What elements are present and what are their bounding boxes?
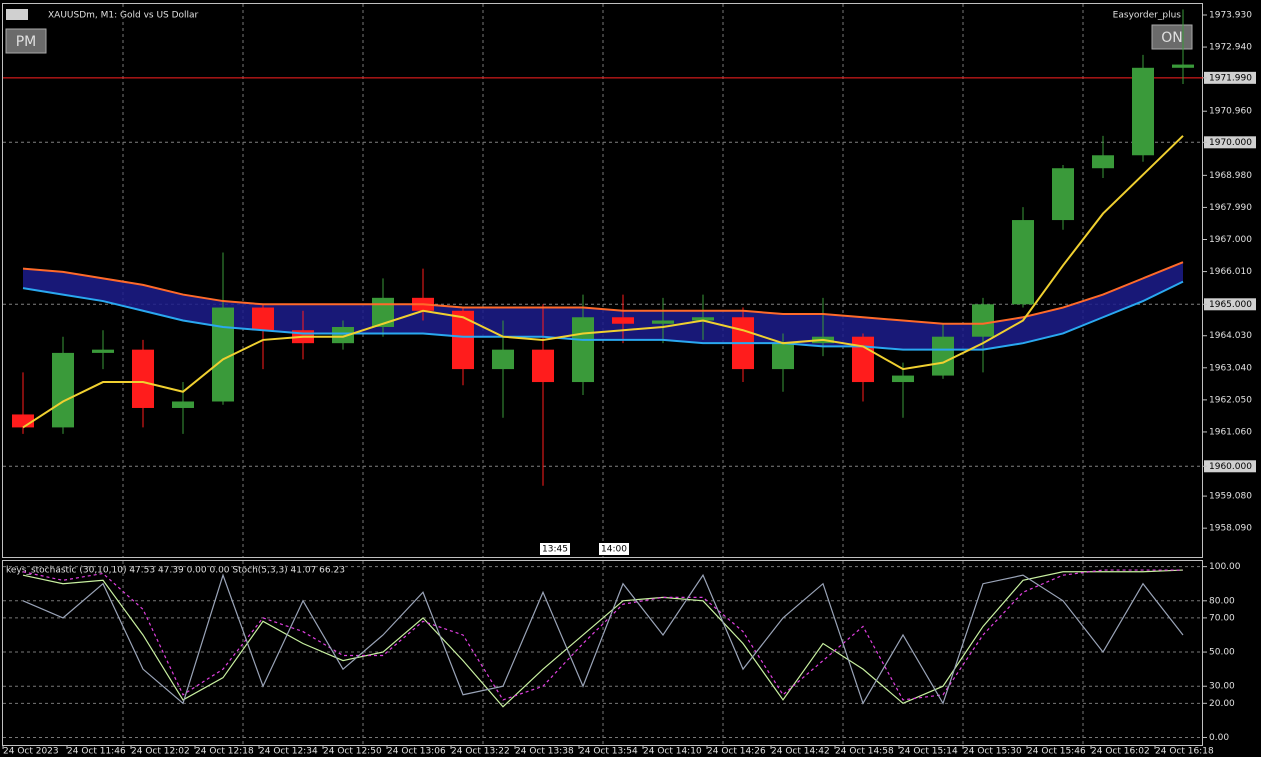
- on-button[interactable]: [1151, 24, 1193, 50]
- x-tick-label: 24 Oct 16:18: [1155, 747, 1214, 757]
- x-tick-label: 24 Oct 14:26: [707, 747, 766, 757]
- candle-body: [1012, 220, 1034, 305]
- y-tick-label: 1970.960: [1209, 107, 1252, 117]
- candle-body: [572, 317, 594, 383]
- x-tick-label: 24 Oct 12:50: [323, 747, 382, 757]
- x-tick-label: 24 Oct 13:06: [387, 747, 446, 757]
- sub-frame: [2, 560, 1203, 746]
- y-tick-label: 70.00: [1209, 613, 1235, 623]
- cursor-label: 13:45: [542, 545, 568, 555]
- y-tick-label: 1967.000: [1209, 235, 1252, 245]
- candle-body: [652, 320, 674, 324]
- candle-body: [1052, 168, 1074, 221]
- x-tick-label: 24 Oct 14:10: [643, 747, 702, 757]
- candle-body: [372, 297, 394, 327]
- x-tick-label: 24 Oct 14:42: [771, 747, 830, 757]
- candle-body: [692, 317, 714, 321]
- y-tick-label: 0.00: [1209, 733, 1229, 743]
- candle-body: [892, 375, 914, 383]
- level-label-box: [1204, 136, 1256, 149]
- y-tick-label: 1970.000: [1209, 138, 1252, 148]
- x-tick-label: 24 Oct 2023: [3, 747, 59, 757]
- candle-body: [1172, 64, 1194, 68]
- oscillator-line: [22, 573, 1184, 705]
- candle-body: [452, 310, 474, 370]
- candle-body: [612, 317, 634, 324]
- candle-body: [492, 349, 514, 370]
- band-area: [23, 262, 1183, 350]
- pm-button[interactable]: [5, 28, 47, 54]
- y-tick-label: 1960.000: [1209, 462, 1252, 472]
- y-tick-label: 50.00: [1209, 648, 1235, 658]
- chart-title: XAUUSDm, M1: Gold vs US Dollar: [48, 11, 199, 21]
- x-tick-label: 24 Oct 13:54: [579, 747, 638, 757]
- candle-body: [332, 326, 354, 344]
- sub-title: keys_stochastic (30,10,10) 47.53 47.39 0…: [6, 566, 345, 576]
- cursor-box: [540, 543, 570, 555]
- y-tick-label: 1964.030: [1209, 331, 1252, 341]
- candle-body: [12, 414, 34, 428]
- indicator-name: Easyorder_plus: [1113, 11, 1182, 21]
- candle-body: [972, 304, 994, 337]
- flag-icon: [6, 9, 28, 20]
- y-tick-label: 100.00: [1209, 562, 1241, 572]
- x-tick-label: 24 Oct 15:30: [963, 747, 1022, 757]
- pm-button-label[interactable]: PM: [16, 34, 37, 50]
- y-tick-label: 1968.980: [1209, 171, 1252, 181]
- oscillator-line: [22, 569, 1184, 708]
- overlay-line: [22, 280, 1184, 351]
- candle-body: [132, 349, 154, 408]
- overlay-line: [22, 261, 1184, 325]
- candle-body: [532, 349, 554, 383]
- candle-body: [932, 336, 954, 376]
- level-label-box: [1204, 298, 1256, 311]
- y-tick-label: 30.00: [1209, 682, 1235, 692]
- candle-body: [1132, 67, 1154, 156]
- level-label-box: [1204, 460, 1256, 473]
- x-tick-label: 24 Oct 12:34: [259, 747, 318, 757]
- x-tick-label: 24 Oct 14:58: [835, 747, 894, 757]
- y-tick-label: 1972.940: [1209, 43, 1252, 53]
- cursor-box: [599, 543, 629, 555]
- on-button-label[interactable]: ON: [1161, 30, 1183, 46]
- x-tick-label: 24 Oct 12:02: [131, 747, 190, 757]
- y-tick-label: 1958.090: [1209, 524, 1252, 534]
- y-tick-label: 1971.990: [1209, 73, 1252, 83]
- y-tick-label: 1966.010: [1209, 267, 1252, 277]
- y-tick-label: 1963.040: [1209, 363, 1252, 373]
- y-tick-label: 1973.930: [1209, 10, 1252, 20]
- x-tick-label: 24 Oct 13:22: [451, 747, 510, 757]
- y-tick-label: 1959.080: [1209, 492, 1252, 502]
- x-tick-label: 24 Oct 15:14: [899, 747, 958, 757]
- candle-body: [1092, 155, 1114, 169]
- x-tick-label: 24 Oct 15:46: [1027, 747, 1086, 757]
- y-tick-label: 20.00: [1209, 699, 1235, 709]
- oscillator-line: [22, 569, 1183, 701]
- y-tick-label: 1962.050: [1209, 395, 1252, 405]
- x-tick-label: 24 Oct 13:38: [515, 747, 574, 757]
- candle-body: [172, 401, 194, 408]
- y-tick-label: 1965.000: [1209, 300, 1252, 310]
- candle-body: [252, 307, 274, 331]
- y-tick-label: 1961.060: [1209, 427, 1252, 437]
- candle-body: [52, 352, 74, 428]
- overlay-line: [22, 135, 1184, 429]
- main-frame: [2, 3, 1203, 558]
- y-tick-label: 80.00: [1209, 596, 1235, 606]
- candle-body: [92, 349, 114, 353]
- x-tick-label: 24 Oct 12:18: [195, 747, 254, 757]
- level-label-box: [1204, 71, 1256, 84]
- candle-body: [852, 336, 874, 383]
- cursor-label: 14:00: [601, 545, 627, 555]
- y-tick-label: 1967.990: [1209, 203, 1252, 213]
- candle-body: [212, 307, 234, 402]
- x-tick-label: 24 Oct 16:02: [1091, 747, 1150, 757]
- candle-body: [772, 343, 794, 370]
- x-tick-label: 24 Oct 11:46: [67, 747, 126, 757]
